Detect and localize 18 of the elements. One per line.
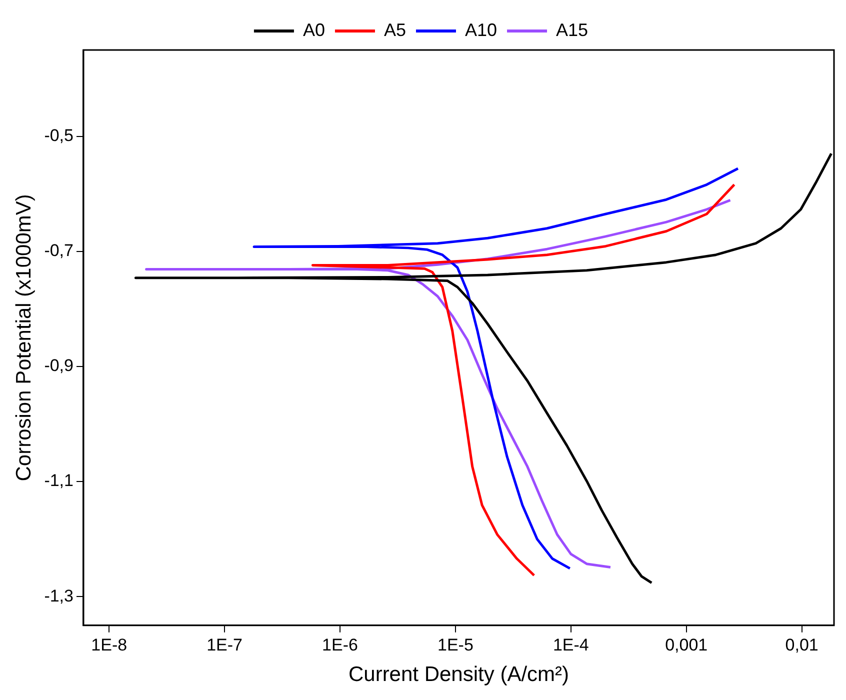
y-tick-label: -1,3 xyxy=(44,586,74,606)
x-tick-label: 1E-8 xyxy=(91,635,128,654)
legend-label: A0 xyxy=(302,20,325,40)
legend-label: A10 xyxy=(464,20,498,40)
y-tick-label: -0,5 xyxy=(44,126,74,145)
x-tick-label: 0,01 xyxy=(785,635,818,654)
x-axis-title: Current Density (A/cm²) xyxy=(348,663,570,686)
y-axis-title: Corrosion Potential (x1000mV) xyxy=(12,194,36,482)
y-tick-label: -1,1 xyxy=(44,471,74,490)
x-tick-label: 0,001 xyxy=(665,635,708,654)
x-tick-label: 1E-6 xyxy=(322,635,358,654)
y-tick-label: -0,9 xyxy=(44,356,74,376)
legend-label: A15 xyxy=(556,20,588,40)
x-tick-label: 1E-7 xyxy=(206,635,243,654)
legend-label: A5 xyxy=(384,20,406,40)
x-tick-label: 1E-4 xyxy=(552,635,589,654)
x-tick-label: 1E-5 xyxy=(438,635,474,654)
y-tick-label: -0,7 xyxy=(44,241,74,260)
